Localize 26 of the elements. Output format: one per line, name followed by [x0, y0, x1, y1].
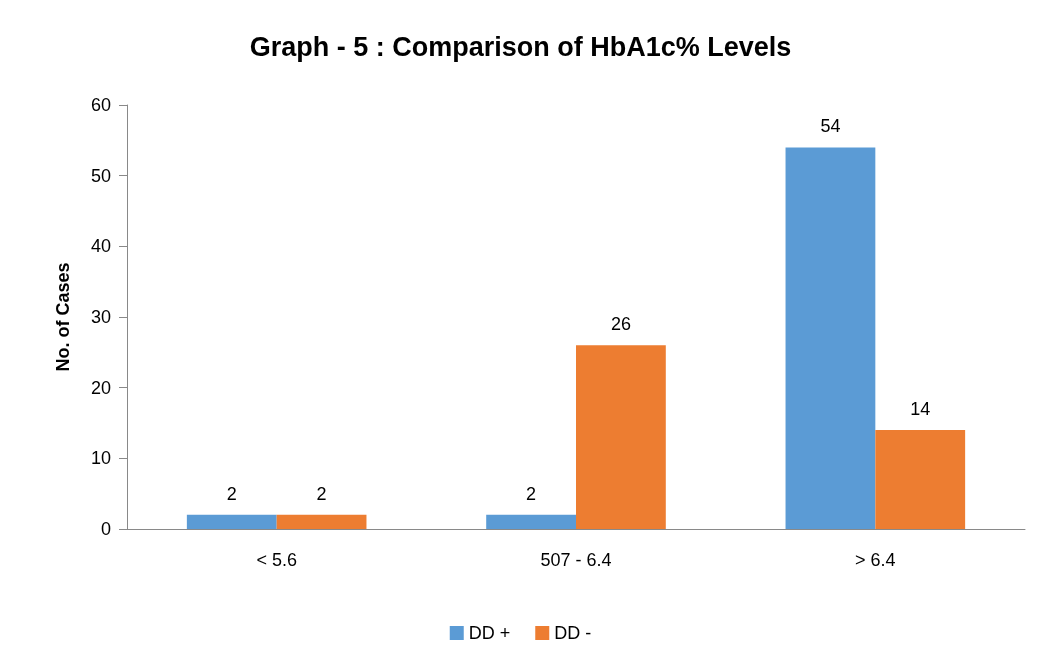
bar [576, 345, 666, 529]
data-label: 14 [910, 399, 931, 420]
y-tick-label: 20 [90, 377, 111, 398]
data-label: 2 [316, 483, 327, 504]
y-tick-label: 30 [90, 307, 111, 327]
y-tick-label: 10 [90, 448, 111, 469]
bar [875, 430, 966, 529]
x-tick-label: < 5.6 [256, 550, 297, 570]
y-tick-label: 40 [90, 236, 111, 257]
y-axis-title: No. of Cases [53, 262, 73, 372]
bar [186, 514, 277, 529]
data-label: 26 [610, 314, 631, 335]
bar [276, 514, 367, 529]
y-tick-label: 0 [100, 519, 111, 539]
bar [785, 147, 876, 529]
data-label: 2 [526, 483, 537, 504]
data-label: 54 [820, 116, 841, 137]
data-label: 2 [226, 483, 237, 504]
chart-title: Graph - 5 : Comparison of HbA1c% Levels [249, 31, 792, 62]
bar [486, 514, 576, 529]
x-tick-label: 507 - 6.4 [540, 550, 612, 570]
legend-label: DD + [468, 623, 511, 643]
y-tick-label: 50 [90, 165, 111, 186]
legend-label: DD - [554, 623, 592, 643]
x-tick-label: > 6.4 [855, 550, 896, 570]
y-tick-label: 60 [90, 95, 111, 115]
